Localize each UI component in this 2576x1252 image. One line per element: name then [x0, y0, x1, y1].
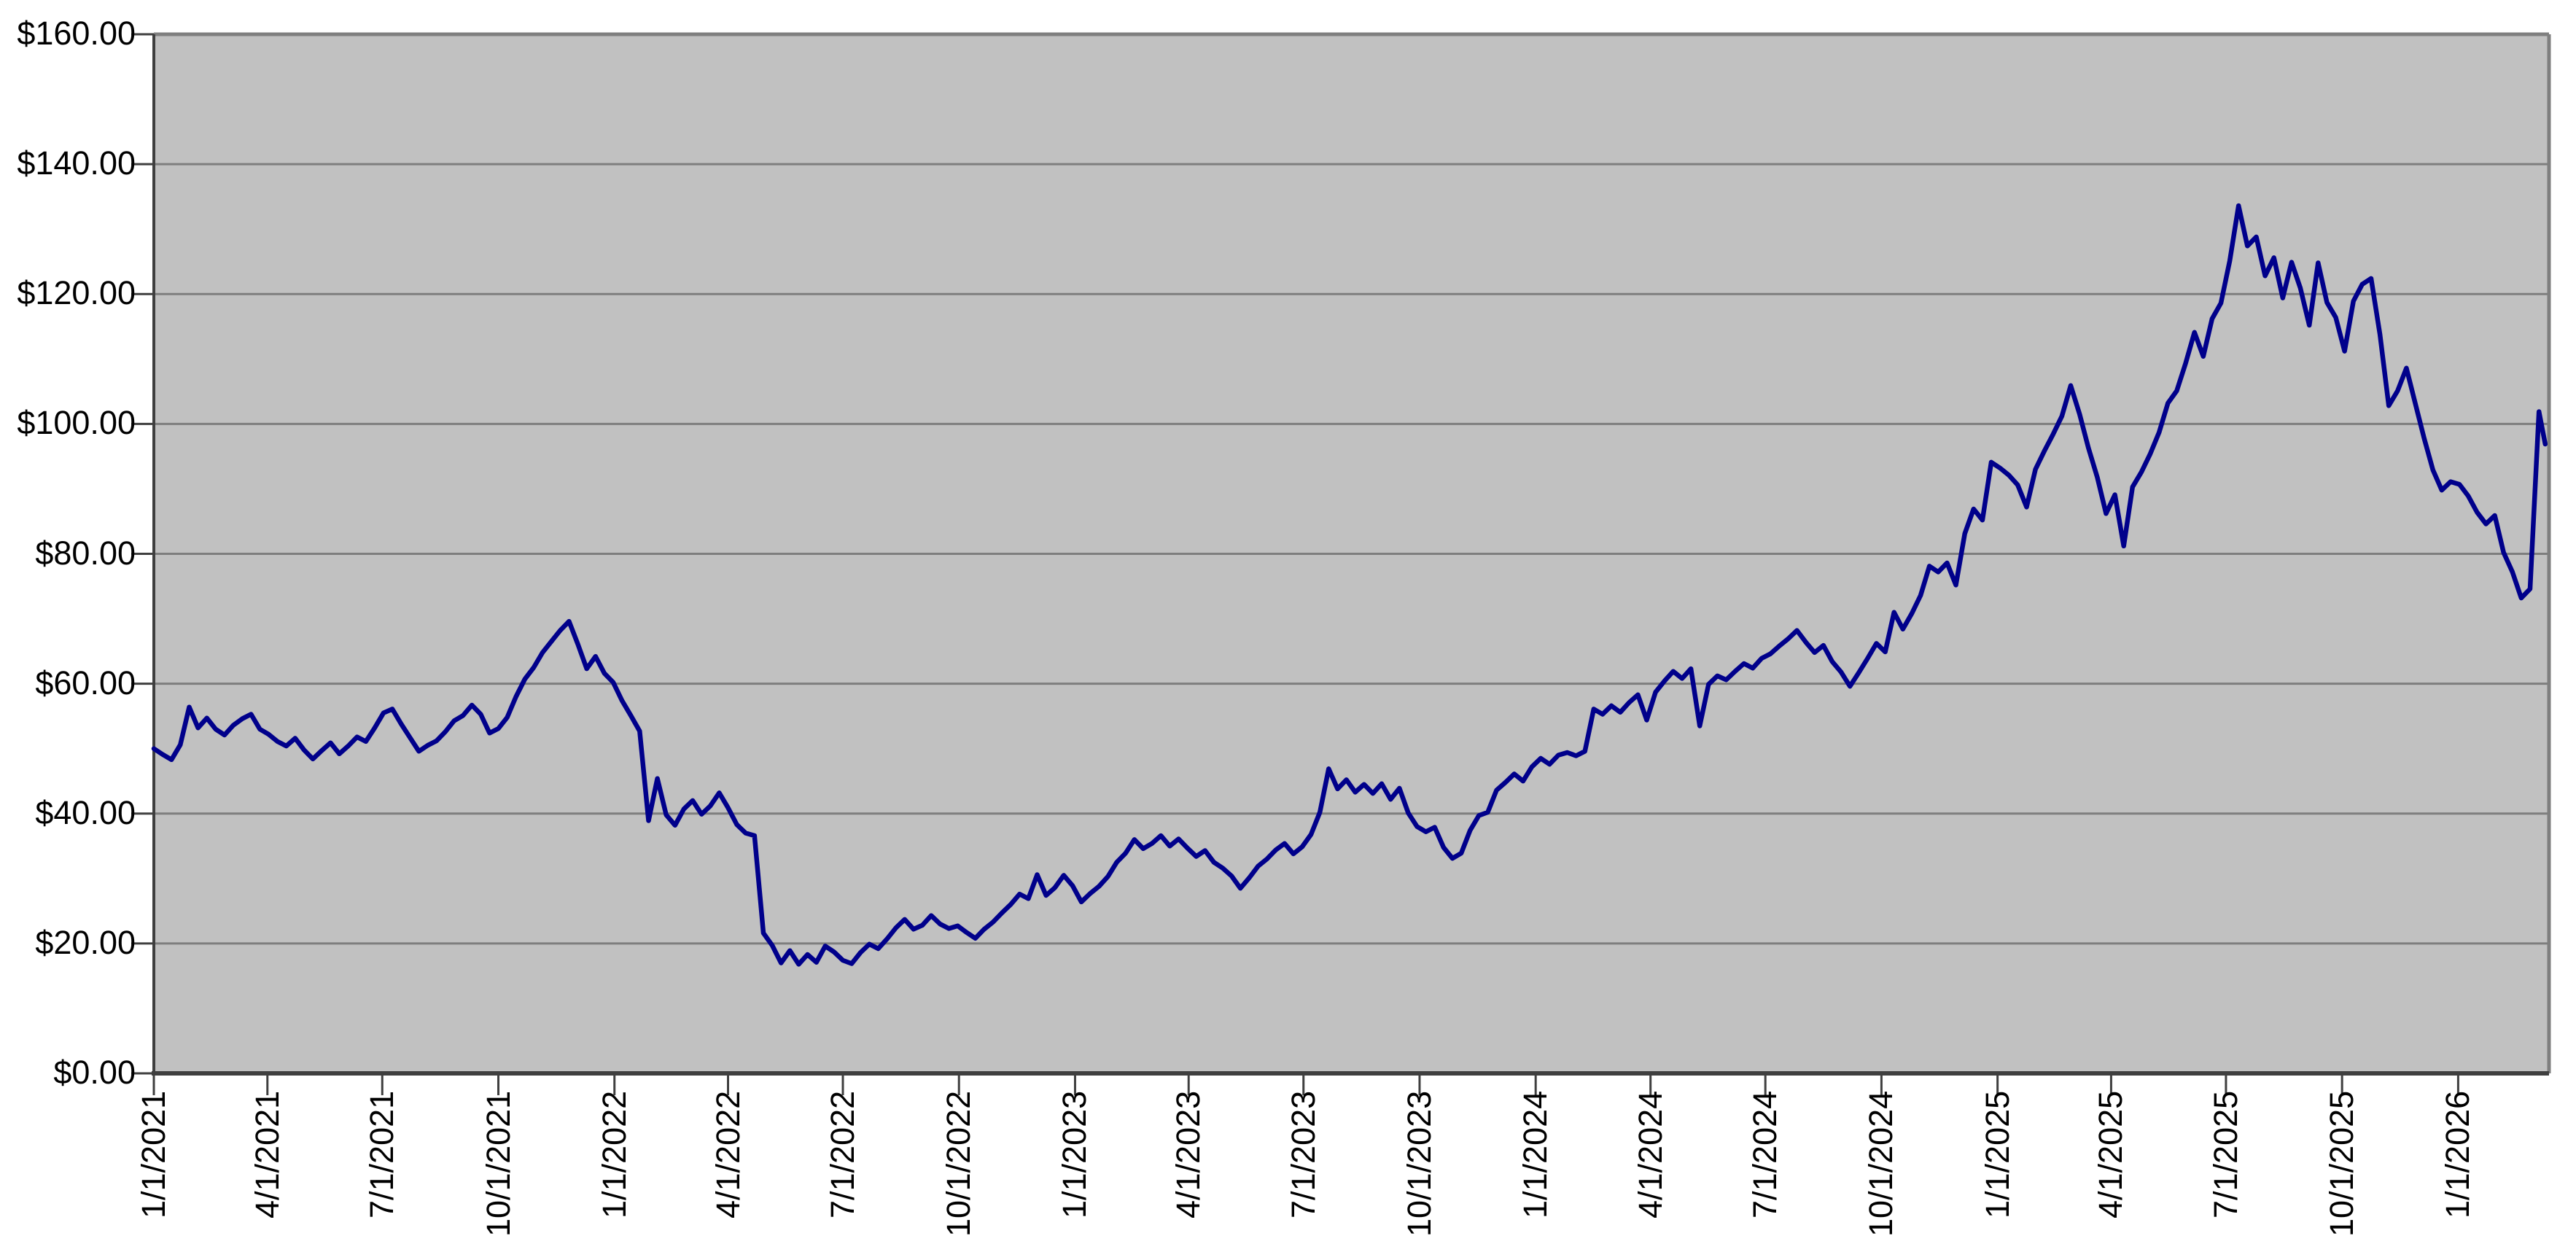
x-axis-tick-label: 1/1/2021 [135, 1090, 172, 1218]
x-axis-tick-label: 7/1/2022 [824, 1090, 861, 1218]
x-axis-tick-label: 4/1/2021 [248, 1090, 286, 1218]
y-axis-tick-label: $0.00 [53, 1054, 136, 1091]
x-axis-tick-label: 10/1/2022 [940, 1090, 978, 1237]
x-axis-tick-label: 10/1/2021 [479, 1090, 517, 1237]
x-axis-tick-label: 7/1/2024 [1746, 1090, 1784, 1218]
x-axis-tick-label: 1/1/2025 [1978, 1090, 2016, 1218]
y-axis-tick-label: $100.00 [17, 404, 136, 442]
x-axis-tick-label: 4/1/2022 [709, 1090, 747, 1218]
y-axis-tick-label: $40.00 [35, 793, 136, 831]
y-axis-tick-label: $80.00 [35, 534, 136, 572]
x-axis-tick-label: 10/1/2025 [2323, 1090, 2361, 1237]
y-axis-tick-label: $140.00 [17, 144, 136, 182]
y-axis-tick-label: $160.00 [17, 15, 136, 52]
x-axis-tick-label: 7/1/2023 [1284, 1090, 1322, 1218]
x-axis-tick-label: 4/1/2025 [2092, 1090, 2130, 1218]
price-line [151, 203, 2548, 967]
x-axis-tick-label: 7/1/2021 [363, 1090, 401, 1218]
x-axis-tick-label: 10/1/2024 [1862, 1090, 1900, 1237]
y-axis-tick-label: $60.00 [35, 664, 136, 701]
x-axis-tick-label: 10/1/2023 [1400, 1090, 1438, 1237]
x-axis-tick-label: 1/1/2022 [595, 1090, 633, 1218]
x-axis-tick-label: 4/1/2024 [1631, 1090, 1669, 1218]
y-axis-tick-label: $120.00 [17, 274, 136, 312]
y-axis-tick-label: $20.00 [35, 923, 136, 961]
x-axis-tick-label: 1/1/2026 [2439, 1090, 2477, 1218]
x-axis-tick-label: 1/1/2023 [1056, 1090, 1094, 1218]
x-axis-tick-label: 1/1/2024 [1517, 1090, 1554, 1218]
x-axis-tick-label: 7/1/2025 [2206, 1090, 2244, 1218]
x-axis-tick-label: 4/1/2023 [1170, 1090, 1207, 1218]
